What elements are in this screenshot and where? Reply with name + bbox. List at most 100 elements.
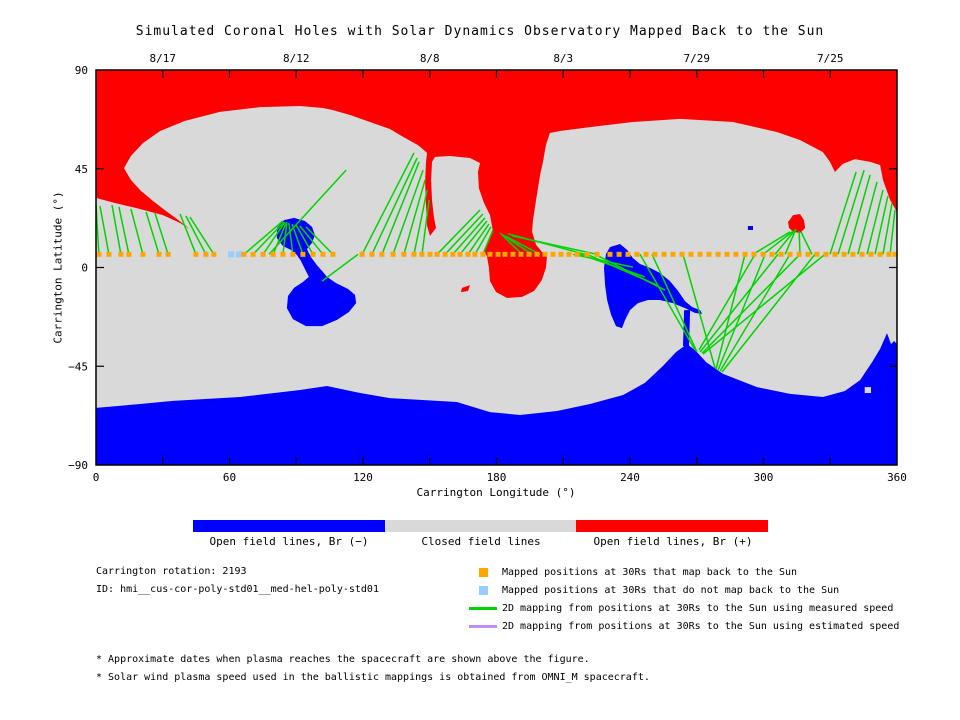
x-tick-label: 240	[620, 471, 640, 484]
mapped-point	[502, 251, 508, 257]
mapping-line-measured	[295, 224, 314, 255]
mapped-point	[542, 251, 548, 257]
top-date-label: 7/29	[684, 52, 711, 65]
legend-label-mapped: Mapped positions at 30Rs that map back t…	[502, 566, 798, 578]
mapping-line-measured	[436, 209, 481, 255]
y-tick-label: 45	[75, 163, 88, 176]
mapped-point	[688, 251, 694, 257]
mapped-point	[778, 251, 784, 257]
mapping-line-measured	[413, 189, 428, 255]
colorbar-label-open-neg: Open field lines, Br (−)	[209, 535, 369, 548]
mapped-point	[823, 251, 829, 257]
mapping-line-measured	[421, 199, 430, 255]
mapping-line-measured	[243, 220, 284, 255]
mapped-point	[280, 251, 286, 257]
mapping-line-measured	[752, 231, 791, 255]
x-tick-label: 60	[223, 471, 236, 484]
mapped-point	[260, 251, 266, 257]
mapped-point	[594, 251, 600, 257]
region-open-pos-sliver	[460, 285, 470, 293]
legend-row-measured-speed: 2D mapping from positions at 30Rs to the…	[464, 601, 893, 615]
region-open-neg-tadpole	[276, 217, 357, 327]
mapped-point	[715, 251, 721, 257]
mapped-point	[126, 251, 132, 257]
mapping-line-measured	[305, 226, 334, 255]
mapped-point	[760, 251, 766, 257]
mapping-line-measured	[381, 161, 420, 255]
mapped-point	[487, 251, 493, 257]
mapped-point	[805, 251, 811, 257]
x-tick-label: 300	[754, 471, 774, 484]
mapped-point	[359, 251, 365, 257]
mapped-point	[270, 251, 276, 257]
colorbar-segment-closed	[384, 520, 577, 532]
mapped-point	[607, 251, 613, 257]
mapping-line-measured	[762, 230, 794, 255]
mapped-point	[661, 251, 667, 257]
mapping-line-measured	[639, 253, 696, 351]
mapped-point	[841, 251, 847, 257]
mapping-line-measured	[179, 213, 197, 255]
mapped-point	[670, 251, 676, 257]
mapping-line-measured	[145, 211, 160, 255]
mapping-line-measured	[719, 253, 791, 372]
region-small-open-pos-spot	[788, 214, 806, 233]
legend-row-mapped: Mapped positions at 30Rs that map back t…	[464, 565, 797, 579]
top-date-label: 8/8	[420, 52, 440, 65]
mapped-point	[643, 251, 649, 257]
mapping-line-measured	[774, 229, 796, 255]
mapped-point	[250, 251, 256, 257]
y-tick-label: −90	[68, 459, 88, 472]
mapping-line-measured	[371, 157, 418, 255]
mapped-point-swatch	[478, 567, 488, 577]
mapped-point	[390, 251, 396, 257]
mapped-point	[574, 251, 580, 257]
region-open-neg-speck	[747, 226, 753, 230]
mapping-line-measured	[185, 215, 207, 255]
mapping-line-measured	[154, 212, 169, 255]
mapping-line-measured	[272, 222, 287, 255]
mapped-point	[550, 251, 556, 257]
region-open-neg-swoosh	[604, 244, 703, 329]
mapped-point	[584, 251, 590, 257]
mapped-point	[434, 251, 440, 257]
mapped-point	[211, 251, 217, 257]
legend-row-estimated-speed: 2D mapping from positions at 30Rs to the…	[464, 619, 899, 633]
mapping-line-measured	[403, 179, 426, 255]
mapped-point	[450, 251, 456, 257]
mapped-point	[616, 251, 622, 257]
legend-label-measured-speed: 2D mapping from positions at 30Rs to the…	[502, 602, 894, 614]
measured-speed-line-swatch	[469, 606, 497, 610]
mapping-line-measured	[392, 169, 424, 255]
mapping-line-measured	[717, 254, 766, 371]
mapping-line-measured	[800, 231, 813, 255]
mapped-point	[442, 251, 448, 257]
estimated-speed-line-swatch	[469, 624, 497, 628]
mapped-point	[193, 251, 199, 257]
colorbar-label-open-pos: Open field lines, Br (+)	[593, 535, 753, 548]
mapping-line-measured	[282, 222, 288, 255]
mapped-point	[652, 251, 658, 257]
mapping-line-measured	[721, 253, 816, 373]
mapped-point	[203, 251, 209, 257]
y-tick-label: −45	[68, 360, 88, 373]
mapping-line-measured	[118, 206, 130, 255]
mapped-point	[472, 251, 478, 257]
mapping-line-measured	[701, 253, 801, 354]
colorbar-label-closed: Closed field lines	[421, 535, 541, 548]
mapped-point	[679, 251, 685, 257]
mapping-line-measured	[262, 221, 286, 255]
mapped-point	[850, 251, 856, 257]
mapped-point	[96, 251, 102, 257]
mapping-line-measured	[857, 181, 878, 255]
mapped-point	[886, 251, 892, 257]
mapping-line-measured	[459, 220, 488, 255]
mapped-point	[724, 251, 730, 257]
carrington-rotation-text: Carrington rotation: 2193	[96, 566, 247, 577]
model-id-text: ID: hmi__cus-cor-poly-std01__med-hel-pol…	[96, 584, 379, 595]
x-tick-label: 360	[887, 471, 907, 484]
mapping-line-measured	[511, 235, 598, 256]
mapped-point	[156, 251, 162, 257]
mapped-point	[742, 251, 748, 257]
